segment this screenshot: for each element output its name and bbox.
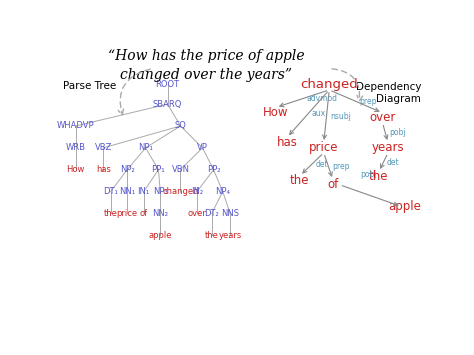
Text: price: price (117, 209, 138, 218)
Text: PP₂: PP₂ (207, 165, 220, 174)
Text: NNS: NNS (221, 209, 239, 218)
Text: NP₂: NP₂ (120, 165, 135, 174)
Text: the: the (104, 209, 118, 218)
Text: How: How (66, 165, 85, 174)
Text: NP₄: NP₄ (215, 187, 230, 196)
Text: det: det (316, 160, 328, 169)
Text: VBN: VBN (172, 165, 190, 174)
Text: years: years (372, 141, 404, 154)
Text: IN₂: IN₂ (191, 187, 203, 196)
Text: NN₁: NN₁ (119, 187, 135, 196)
Text: VP: VP (197, 143, 208, 152)
Text: pobj: pobj (389, 128, 406, 137)
Text: DT₁: DT₁ (103, 187, 118, 196)
Text: nsubj: nsubj (330, 112, 351, 121)
Text: PP₁: PP₁ (152, 165, 165, 174)
Text: changed: changed (162, 187, 199, 196)
Text: of: of (140, 209, 148, 218)
Text: apple: apple (148, 231, 172, 240)
Text: years: years (219, 231, 242, 240)
Text: pobj: pobj (360, 170, 377, 179)
Text: SQ: SQ (174, 121, 186, 131)
Text: price: price (309, 141, 338, 154)
Text: NP₃: NP₃ (153, 187, 168, 196)
Text: the: the (369, 170, 389, 183)
Text: SBARQ: SBARQ (153, 100, 182, 109)
Text: How: How (263, 106, 289, 119)
Text: prep: prep (360, 97, 377, 106)
Text: has: has (276, 136, 298, 149)
Text: over: over (369, 111, 396, 124)
Text: of: of (328, 178, 338, 191)
Text: ROOT: ROOT (155, 81, 180, 89)
Text: changed: changed (301, 78, 358, 92)
Text: NN₂: NN₂ (152, 209, 168, 218)
Text: prep: prep (332, 162, 349, 171)
Text: has: has (96, 165, 111, 174)
Text: “How has the price of apple
changed over the years”: “How has the price of apple changed over… (108, 49, 304, 82)
Text: DT₂: DT₂ (204, 209, 219, 218)
Text: aux: aux (312, 109, 326, 118)
Text: IN₁: IN₁ (137, 187, 150, 196)
Text: the: the (205, 231, 219, 240)
Text: Dependency
Diagram: Dependency Diagram (356, 82, 421, 104)
Text: VBZ: VBZ (95, 143, 112, 152)
Text: det: det (387, 158, 400, 167)
Text: apple: apple (388, 200, 421, 213)
Text: WHADVP: WHADVP (57, 121, 95, 131)
Text: NP₁: NP₁ (138, 143, 153, 152)
Text: WRB: WRB (66, 143, 86, 152)
Text: Parse Tree: Parse Tree (63, 81, 116, 91)
Text: the: the (290, 174, 310, 187)
Text: advmod: advmod (306, 94, 337, 103)
Text: over: over (188, 209, 207, 218)
